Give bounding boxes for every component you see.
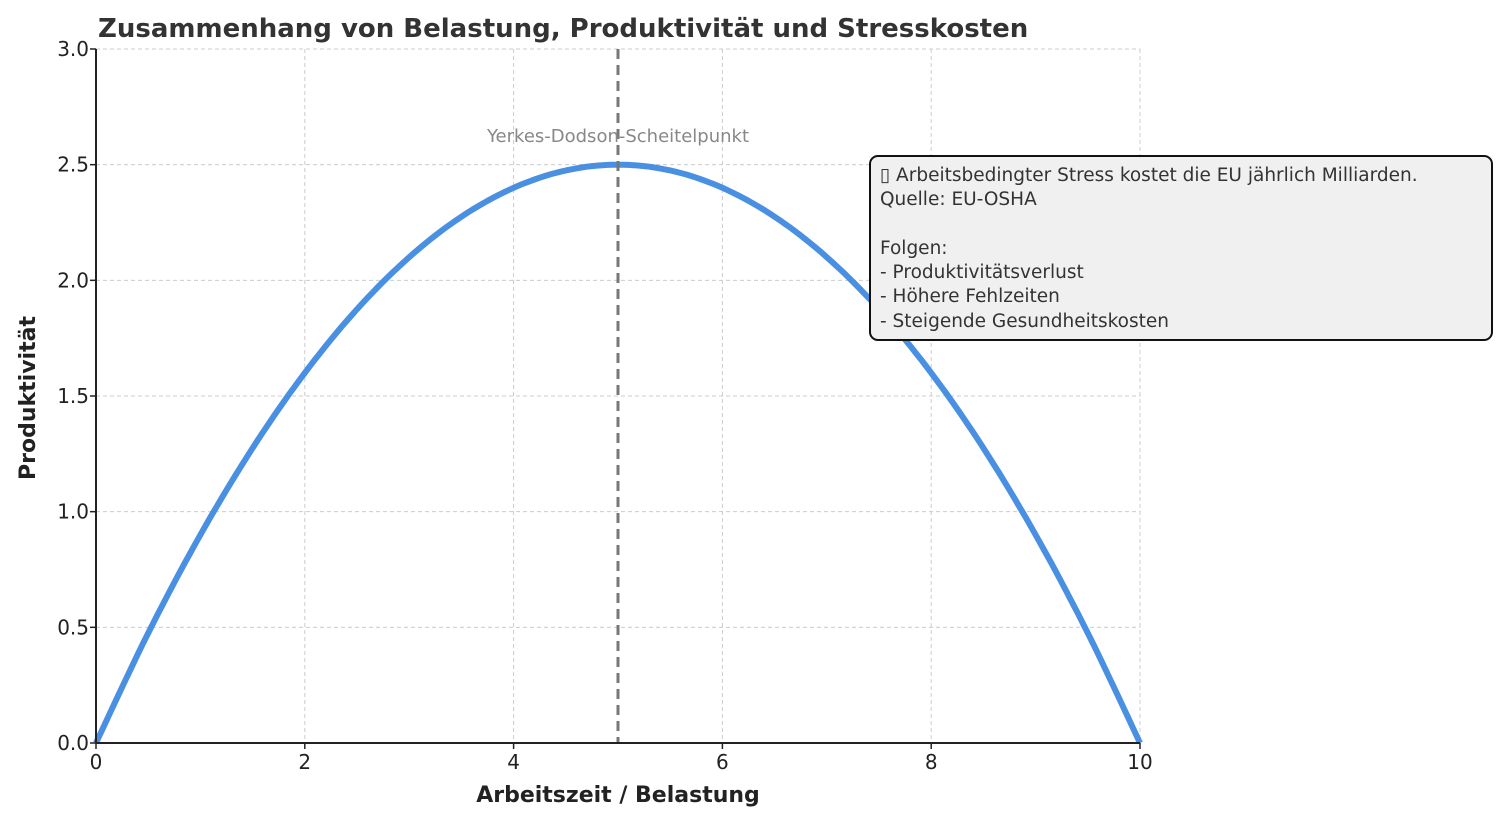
x-tick-label: 6 [716, 750, 729, 774]
x-tick-label: 8 [925, 750, 938, 774]
x-tick-label: 10 [1127, 750, 1152, 774]
chart-title: Zusammenhang von Belastung, Produktivitä… [98, 14, 1028, 44]
x-tick-label: 0 [90, 750, 103, 774]
x-tick-label: 2 [298, 750, 311, 774]
stress-cost-info-box: ▯ Arbeitsbedingter Stress kostet die EU … [869, 155, 1493, 341]
x-axis-label: Arbeitszeit / Belastung [476, 783, 760, 808]
y-axis-label: Produktivität [16, 316, 41, 480]
y-tick-label: 1.5 [57, 384, 89, 408]
y-tick-label: 0.0 [57, 731, 89, 755]
peak-annotation: Yerkes-Dodson-Scheitelpunkt [486, 126, 749, 147]
y-tick-label: 2.5 [57, 153, 89, 177]
y-tick-label: 1.0 [57, 500, 89, 524]
y-tick-label: 0.5 [57, 615, 89, 639]
y-tick-label: 3.0 [57, 37, 89, 61]
tick-labels: 0 2 4 6 8 10 0.0 0.5 1.0 1.5 2.0 2.5 3.0 [57, 37, 1153, 774]
axes [90, 48, 1141, 749]
y-tick-label: 2.0 [57, 268, 89, 292]
x-tick-label: 4 [507, 750, 520, 774]
